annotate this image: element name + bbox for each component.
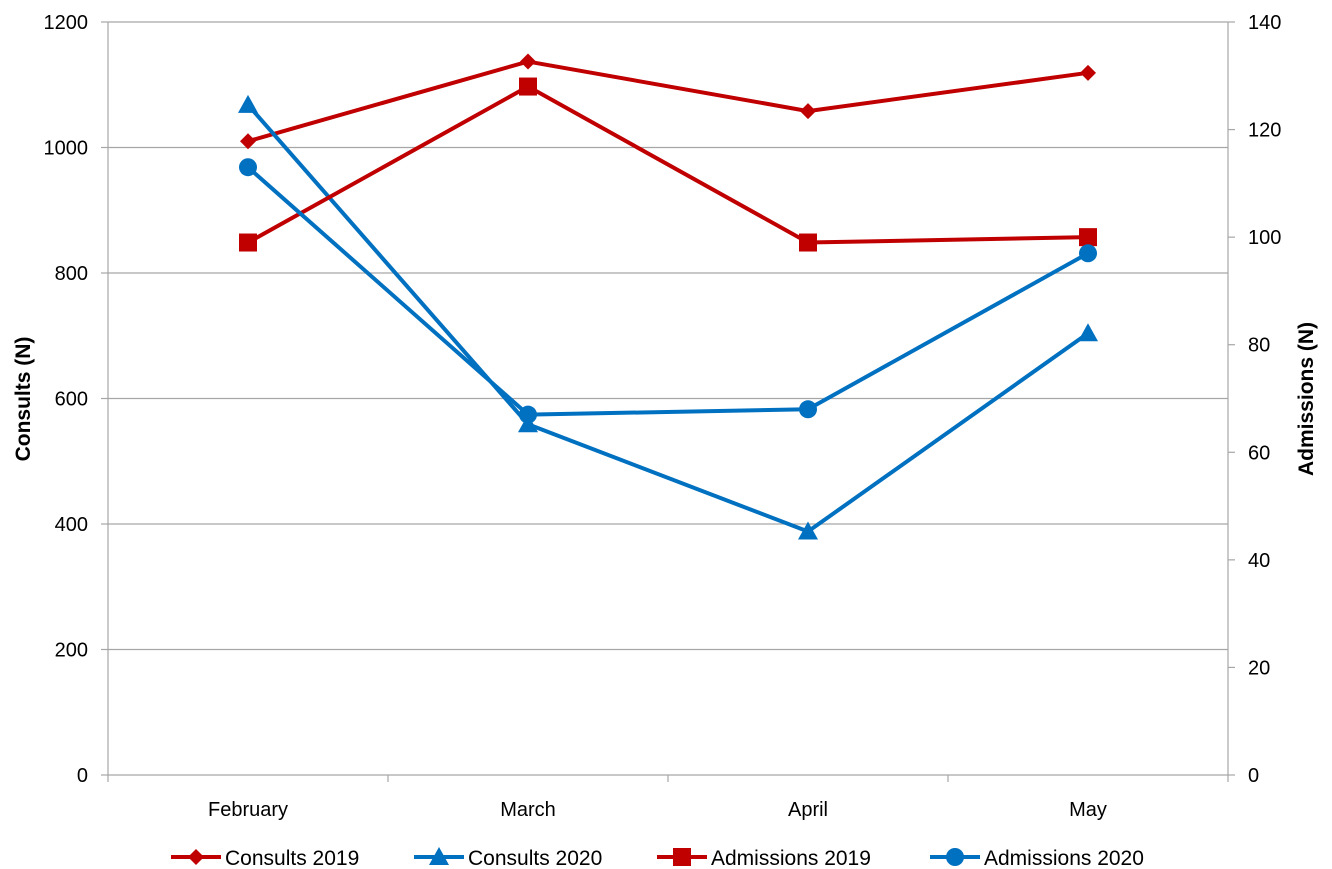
legend-item-admissions-2020: Admissions 2020: [930, 847, 1144, 869]
gridlines: [108, 21, 1228, 651]
legend: Consults 2019 Consults 2020 Admissions 201…: [171, 847, 1144, 869]
right-tick-label: 40: [1248, 550, 1270, 572]
point-consults-2019: [520, 53, 536, 70]
legend-item-consults-2019: Consults 2019: [171, 847, 359, 869]
point-admissions-2019: [519, 77, 537, 96]
series-consults-2020: [238, 94, 1098, 540]
left-tick-label: 400: [55, 514, 88, 536]
legend-label: Admissions 2020: [984, 847, 1144, 869]
series-admissions-2020: [239, 158, 1097, 424]
right-tick-label: 20: [1248, 657, 1270, 679]
point-admissions-2019: [239, 233, 257, 252]
left-tick-label: 200: [55, 640, 88, 662]
legend-item-admissions-2019: Admissions 2019: [657, 847, 871, 869]
right-tick-label: 80: [1248, 335, 1270, 357]
point-consults-2020: [798, 521, 818, 540]
point-consults-2019: [240, 133, 256, 150]
series-admissions-2019: [239, 77, 1097, 252]
right-tick-label: 140: [1248, 12, 1281, 34]
point-admissions-2019: [1079, 228, 1097, 247]
right-tick-label: 60: [1248, 442, 1270, 464]
legend-marker: [946, 848, 964, 866]
point-consults-2019: [800, 103, 816, 120]
x-tick-label: April: [788, 799, 828, 821]
left-tick-label: 600: [55, 389, 88, 411]
left-tick-label: 800: [55, 263, 88, 285]
legend-label: Consults 2019: [225, 847, 359, 869]
left-tick-label: 1000: [44, 138, 89, 160]
axes: [101, 21, 1235, 782]
point-consults-2020: [238, 94, 258, 113]
x-axis-ticks: February March April May: [208, 799, 1107, 821]
legend-item-consults-2020: Consults 2020: [414, 847, 602, 869]
legend-marker: [429, 847, 449, 865]
point-admissions-2019: [799, 233, 817, 252]
legend-label: Admissions 2019: [711, 847, 871, 869]
x-tick-label: February: [208, 799, 288, 821]
series-line-admissions-2019: [247, 84, 1089, 245]
series-line-consults-2019: [247, 59, 1089, 144]
left-tick-label: 1200: [44, 12, 89, 34]
series-consults-2019: [240, 53, 1096, 150]
left-axis-ticks: 0 200 400 600 800 1000 1200: [44, 12, 89, 787]
x-tick-label: March: [500, 799, 556, 821]
right-tick-label: 100: [1248, 227, 1281, 249]
y2-axis-title: Admissions (N): [1295, 322, 1318, 476]
right-axis-ticks: 0 20 40 60 80 100 120 140: [1248, 12, 1281, 787]
legend-marker: [188, 849, 204, 865]
point-admissions-2020: [519, 405, 537, 424]
point-consults-2019: [1080, 64, 1096, 81]
point-admissions-2020: [239, 158, 257, 177]
series-layer: [238, 53, 1098, 540]
series-line-consults-2020: [246, 103, 1090, 534]
left-tick-label: 0: [77, 765, 88, 787]
series-line-admissions-2020: [246, 165, 1089, 417]
legend-label: Consults 2020: [468, 847, 602, 869]
point-consults-2020: [1078, 323, 1098, 342]
x-tick-label: May: [1069, 799, 1107, 821]
point-admissions-2020: [1079, 244, 1097, 263]
right-tick-label: 0: [1248, 765, 1259, 787]
right-tick-label: 120: [1248, 120, 1281, 142]
legend-marker: [673, 848, 691, 866]
point-admissions-2020: [799, 400, 817, 419]
y-axis-title: Consults (N): [12, 337, 35, 462]
